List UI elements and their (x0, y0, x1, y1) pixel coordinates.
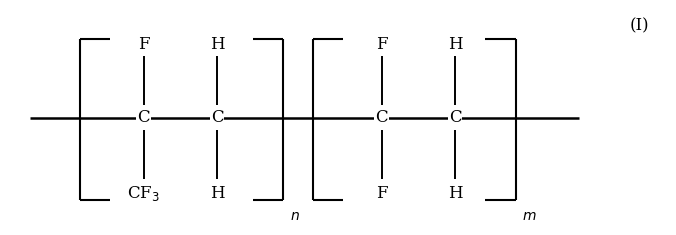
Text: (I): (I) (630, 17, 650, 34)
Text: F: F (376, 185, 387, 202)
Text: F: F (138, 35, 149, 53)
Text: H: H (210, 35, 224, 53)
Text: CF$_3$: CF$_3$ (127, 184, 160, 203)
Text: C: C (375, 109, 388, 126)
Text: H: H (210, 185, 224, 202)
Text: C: C (449, 109, 462, 126)
Text: C: C (211, 109, 224, 126)
Text: $n$: $n$ (290, 209, 299, 223)
Text: H: H (448, 35, 462, 53)
Text: C: C (137, 109, 150, 126)
Text: $m$: $m$ (523, 209, 537, 223)
Text: F: F (376, 35, 387, 53)
Text: H: H (448, 185, 462, 202)
